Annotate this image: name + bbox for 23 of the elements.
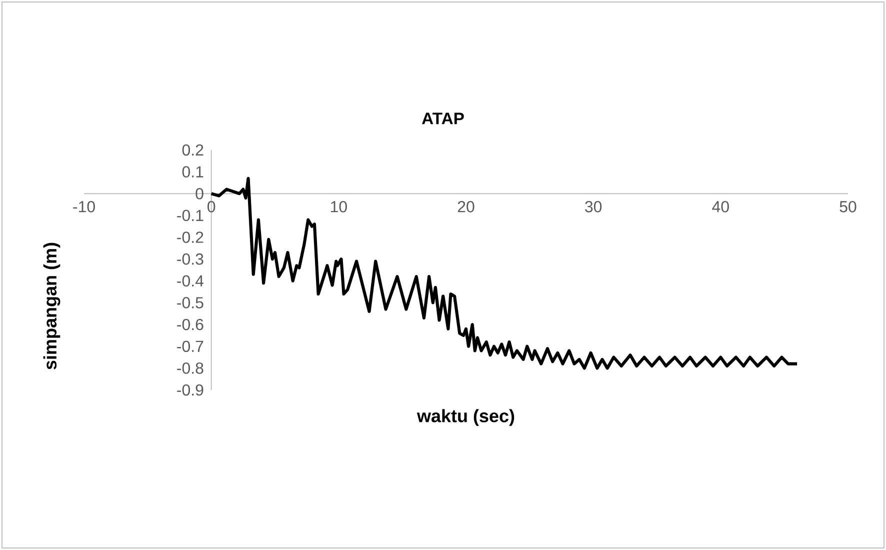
line-series bbox=[210, 176, 799, 370]
y-tick-label: -0.2 bbox=[177, 232, 204, 243]
x-tick-label: 20 bbox=[458, 201, 474, 212]
x-tick-label: 30 bbox=[585, 201, 602, 212]
y-tick-label: -0.3 bbox=[177, 253, 204, 265]
y-tick-label: -0.1 bbox=[177, 210, 204, 222]
x-axis-title: waktu (sec) bbox=[416, 409, 514, 426]
y-tick-label: -0.4 bbox=[177, 275, 204, 287]
chart-title: ATAP bbox=[422, 112, 464, 124]
y-tick-label: -0.7 bbox=[177, 340, 204, 352]
y-tick-label: -0.5 bbox=[177, 297, 204, 308]
x-tick-label: 0 bbox=[208, 201, 216, 212]
x-tick-label: 40 bbox=[712, 201, 729, 212]
y-tick-label: -0.6 bbox=[177, 318, 204, 330]
y-tick-label: 0.1 bbox=[182, 166, 204, 178]
x-tick-label: -10 bbox=[73, 201, 95, 212]
x-tick-label: 10 bbox=[330, 201, 347, 212]
x-tick-label: 50 bbox=[840, 201, 856, 212]
y-axis-title: simpangan (m) bbox=[43, 242, 60, 370]
y-tick-label: -0.9 bbox=[177, 384, 204, 396]
y-tick-label: -0.8 bbox=[177, 362, 204, 374]
y-tick-label: 0.2 bbox=[182, 144, 204, 156]
y-tick-label: 0 bbox=[196, 188, 204, 200]
